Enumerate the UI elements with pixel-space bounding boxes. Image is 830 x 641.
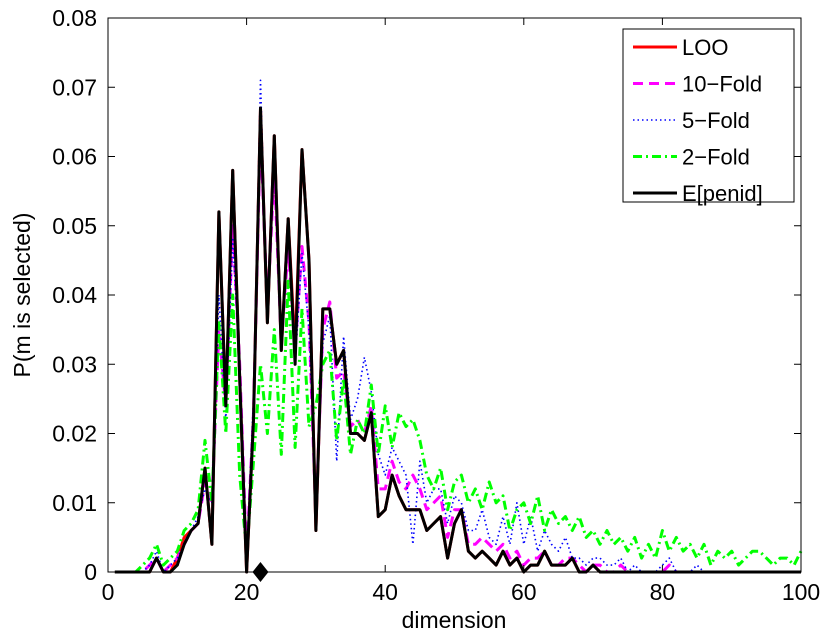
y-tick-label: 0.04 — [52, 282, 97, 308]
legend-label-3: 2−Fold — [682, 145, 750, 170]
y-tick-label: 0.02 — [52, 421, 97, 447]
series-line-3 — [114, 279, 803, 574]
x-tick-label: 20 — [234, 579, 260, 605]
y-tick-label: 0.03 — [52, 351, 97, 377]
x-tick-label: 40 — [372, 579, 398, 605]
y-tick-label: 0.07 — [52, 74, 97, 100]
x-tick-label: 60 — [511, 579, 537, 605]
y-axis-label: P(m is selected) — [9, 213, 35, 378]
y-tick-label: 0.06 — [52, 144, 97, 170]
legend-box — [622, 28, 795, 203]
x-tick-label: 80 — [650, 579, 676, 605]
legend-label-0: LOO — [682, 35, 728, 60]
legend-label-1: 10−Fold — [682, 72, 762, 97]
y-tick-label: 0.08 — [52, 5, 97, 31]
x-tick-label: 100 — [782, 579, 820, 605]
y-tick-label: 0.05 — [52, 213, 97, 239]
series-line-1 — [114, 127, 801, 574]
ticks-layer: 0 20 40 60 80 100 0 0.01 0.02 0.03 0.04 0.05 0.06 0.0… — [52, 5, 820, 605]
x-tick-label: 0 — [102, 579, 115, 605]
diamond-marker — [252, 562, 269, 582]
legend-label-2: 5−Fold — [682, 108, 750, 133]
y-tick-label: 0 — [84, 559, 97, 585]
y-tick-label: 0.01 — [52, 490, 97, 516]
legend-entries: LOO 10−Fold 5−Fold 2−Fold E[penid] — [633, 35, 763, 206]
legend-label-4: E[penid] — [682, 181, 763, 206]
legend: LOO 10−Fold 5−Fold 2−Fold E[penid] — [622, 28, 795, 206]
marker-layer — [252, 562, 269, 582]
x-axis-label: dimension — [402, 607, 507, 633]
